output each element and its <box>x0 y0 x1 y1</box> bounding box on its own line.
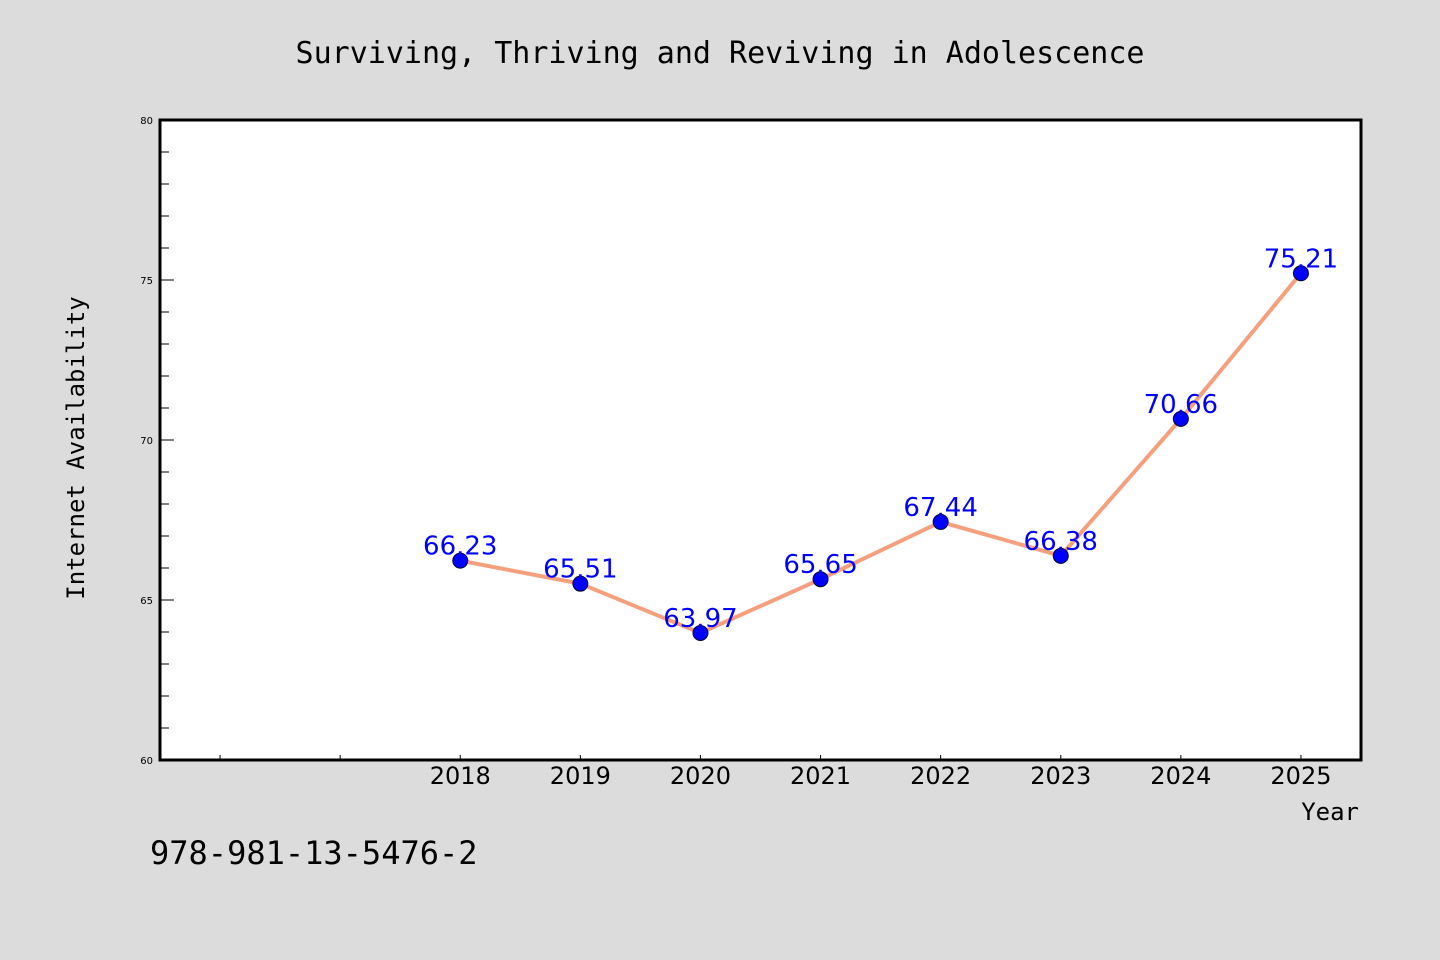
data-point <box>692 624 709 641</box>
x-axis-label: Year <box>1301 798 1359 826</box>
data-point <box>1052 547 1069 564</box>
data-label: 67.44 <box>903 493 977 523</box>
x-tick-label: 2020 <box>670 762 731 790</box>
x-axis-ticks: 2018 2019 2020 2021 2022 2023 2024 2025 <box>219 755 1331 790</box>
data-label: 65.51 <box>543 555 617 585</box>
data-label: 66.23 <box>423 532 497 562</box>
plot-area <box>160 120 1361 760</box>
y-tick-label: 80 <box>140 116 153 127</box>
x-tick-label: 2023 <box>1030 762 1091 790</box>
data-label-layer: 66.23 65.51 63.97 65.65 67.44 66.38 70.66 75.21 <box>423 244 1338 634</box>
data-point <box>1172 410 1189 427</box>
data-label: 70.66 <box>1144 390 1218 420</box>
chart-title: Surviving, Thriving and Reviving in Adol… <box>296 36 1145 71</box>
x-tick-label: 2019 <box>550 762 611 790</box>
data-label: 65.65 <box>783 550 857 580</box>
y-tick-label: 65 <box>140 596 153 607</box>
y-tick-label: 75 <box>140 276 153 287</box>
x-tick-label: 2021 <box>790 762 851 790</box>
data-point <box>452 552 469 569</box>
data-point <box>572 575 589 592</box>
data-label: 75.21 <box>1264 244 1338 274</box>
x-tick-label: 2025 <box>1270 762 1331 790</box>
data-point <box>1292 265 1309 282</box>
series-line <box>459 272 1303 635</box>
data-point <box>812 571 829 588</box>
x-tick-label: 2024 <box>1150 762 1211 790</box>
data-point <box>932 513 949 530</box>
x-tick-label: 2022 <box>910 762 971 790</box>
y-tick-label: 70 <box>140 436 153 447</box>
data-label: 63.97 <box>663 604 737 634</box>
y-tick-label: 60 <box>140 756 153 767</box>
y-axis-label: Internet Availability <box>62 296 90 599</box>
plot-frame <box>158 118 1363 762</box>
x-tick-label: 2018 <box>430 762 491 790</box>
isbn-footnote: 978-981-13-5476-2 <box>150 834 478 872</box>
series-layer <box>452 265 1309 641</box>
data-label: 66.38 <box>1024 527 1098 557</box>
